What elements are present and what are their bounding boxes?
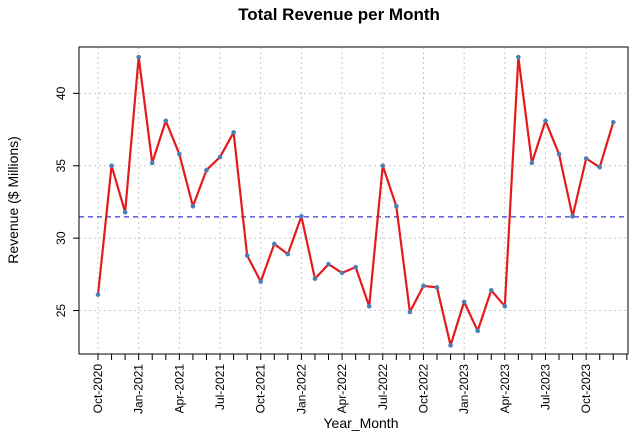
data-point-2021-02 [149, 160, 155, 166]
y-tick-label-30: 30 [54, 231, 68, 245]
data-point-2020-12 [122, 209, 128, 215]
x-tick-label-Apr-2022: Apr-2022 [335, 364, 349, 414]
data-point-2022-10 [421, 283, 426, 289]
data-point-2023-03 [488, 287, 494, 293]
x-tick-label-Apr-2023: Apr-2023 [498, 364, 512, 414]
data-point-2021-11 [271, 241, 277, 247]
x-axis-label: Year_Month [324, 415, 399, 431]
data-point-2022-04 [339, 270, 345, 276]
data-point-2022-07 [380, 163, 386, 169]
data-point-2021-03 [163, 118, 169, 124]
data-point-2021-05 [190, 203, 196, 209]
data-point-2023-11 [597, 164, 603, 170]
series-group [95, 54, 616, 348]
data-point-2023-09 [570, 214, 575, 219]
data-point-2022-05 [353, 264, 358, 270]
data-point-2021-12 [285, 251, 291, 257]
x-tick-label-Oct-2022: Oct-2022 [416, 364, 430, 414]
y-axis-label: Revenue ($ Millions) [5, 136, 21, 264]
x-tick-label-Jul-2021: Jul-2021 [213, 364, 227, 410]
data-point-2023-05 [516, 54, 521, 60]
data-point-2021-10 [258, 279, 264, 284]
y-axis: 25 30 35 40 [54, 86, 79, 317]
data-point-2021-01 [136, 54, 141, 60]
data-point-2022-02 [312, 276, 318, 281]
series-line [96, 56, 615, 347]
x-tick-label-Jan-2021: Jan-2021 [132, 364, 146, 414]
x-tick-label-Oct-2021: Oct-2021 [254, 364, 268, 414]
x-axis: Oct-2020 Jan-2021 Apr-2021 Jul-2021 Oct-2021… [91, 354, 628, 414]
data-point-2022-06 [366, 303, 372, 309]
data-point-2023-08 [556, 151, 562, 157]
y-tick-label-35: 35 [54, 159, 68, 173]
data-point-2023-01 [461, 299, 467, 305]
data-point-2022-08 [394, 203, 399, 209]
y-tick-label-25: 25 [54, 304, 68, 318]
data-point-2023-12 [610, 120, 616, 125]
chart-title: Total Revenue per Month [238, 5, 440, 24]
x-tick-label-Jul-2023: Jul-2023 [538, 364, 552, 410]
data-point-2022-01 [299, 214, 304, 219]
y-tick-label-40: 40 [54, 86, 68, 100]
data-point-2021-09 [244, 253, 250, 258]
data-point-2021-06 [204, 167, 209, 173]
data-point-2020-11 [109, 163, 114, 169]
x-tick-label-Oct-2023: Oct-2023 [579, 364, 593, 414]
data-point-2021-08 [231, 130, 236, 135]
x-tick-label-Apr-2021: Apr-2021 [172, 364, 186, 414]
data-point-2023-02 [475, 328, 480, 334]
data-point-2023-06 [529, 160, 535, 166]
grid-lines [79, 47, 628, 354]
x-tick-label-Jul-2022: Jul-2022 [376, 364, 390, 410]
data-point-2021-07 [217, 154, 223, 160]
data-point-2022-11 [434, 285, 440, 290]
data-point-2020-10 [95, 292, 101, 297]
plot-frame [78, 46, 629, 355]
data-point-2021-04 [177, 151, 182, 157]
x-tick-label-Oct-2020: Oct-2020 [91, 364, 105, 414]
data-point-2023-04 [502, 303, 508, 309]
data-point-2022-03 [326, 261, 331, 267]
x-tick-label-Jan-2023: Jan-2023 [457, 364, 471, 414]
data-point-2023-07 [543, 118, 548, 124]
x-tick-label-Jan-2022: Jan-2022 [294, 364, 308, 414]
data-point-2023-10 [583, 156, 589, 161]
data-point-2022-09 [407, 309, 413, 315]
data-point-2022-12 [448, 343, 453, 348]
